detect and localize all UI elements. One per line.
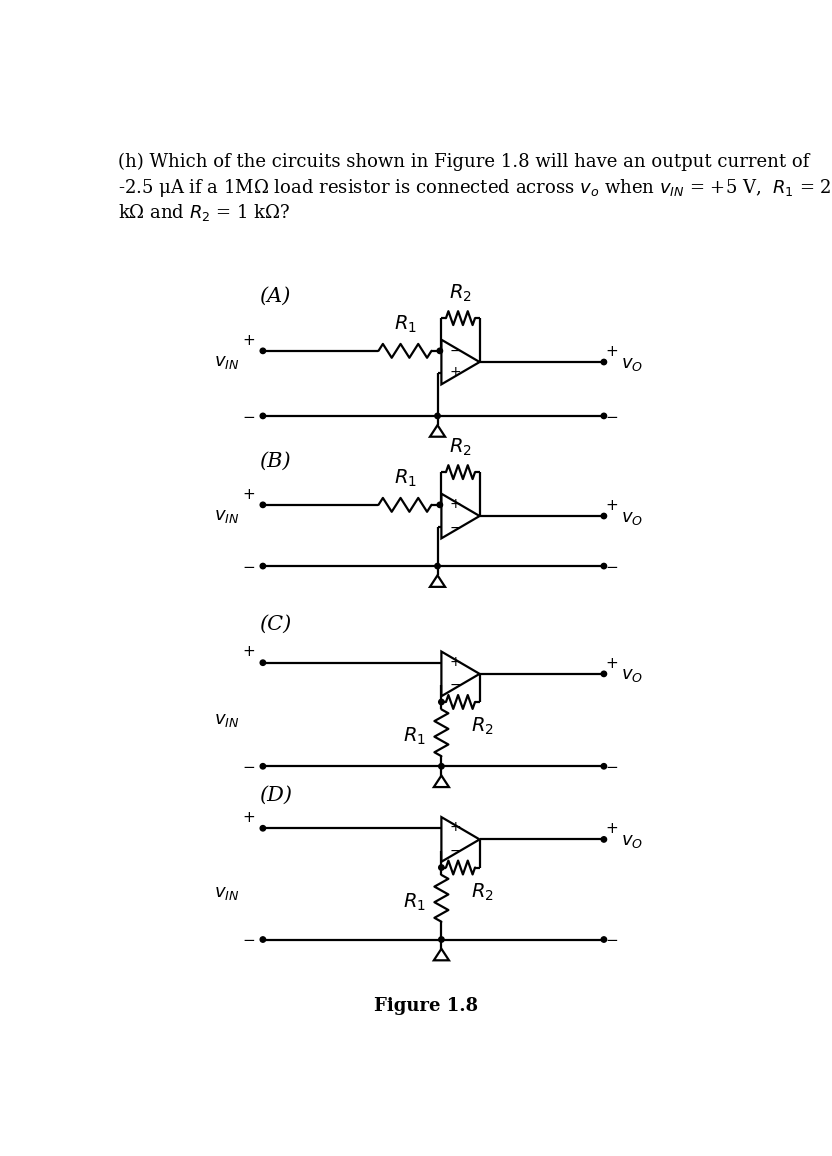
Circle shape	[602, 360, 607, 364]
Text: $-$: $-$	[242, 408, 255, 423]
Text: $v_{IN}$: $v_{IN}$	[214, 506, 240, 525]
Text: $R_1$: $R_1$	[403, 726, 426, 747]
Text: $+$: $+$	[242, 333, 255, 348]
Text: $-$: $-$	[242, 558, 255, 573]
Circle shape	[435, 563, 440, 569]
Text: $v_{IN}$: $v_{IN}$	[214, 353, 240, 371]
Circle shape	[260, 348, 265, 354]
Text: $v_O$: $v_O$	[621, 666, 643, 684]
Circle shape	[260, 563, 265, 569]
Text: $R_1$: $R_1$	[403, 891, 426, 913]
Circle shape	[602, 672, 607, 676]
Circle shape	[602, 563, 607, 569]
Text: $+$: $+$	[449, 821, 461, 835]
Text: $v_O$: $v_O$	[621, 355, 643, 372]
Circle shape	[437, 502, 443, 507]
Text: $-$: $-$	[449, 843, 461, 857]
Text: $+$: $+$	[605, 343, 618, 358]
Circle shape	[260, 660, 265, 666]
Circle shape	[602, 837, 607, 842]
Circle shape	[260, 825, 265, 831]
Circle shape	[435, 413, 440, 418]
Text: $-$: $-$	[449, 519, 461, 533]
Text: $-$: $-$	[605, 408, 618, 423]
Text: Figure 1.8: Figure 1.8	[374, 998, 478, 1015]
Text: $R_1$: $R_1$	[394, 314, 417, 335]
Text: $R_2$: $R_2$	[471, 716, 493, 738]
Text: $v_O$: $v_O$	[621, 509, 643, 527]
Circle shape	[260, 936, 265, 942]
Text: (B): (B)	[259, 452, 290, 472]
Text: $+$: $+$	[449, 497, 461, 511]
Text: $v_{IN}$: $v_{IN}$	[214, 884, 240, 903]
Text: $v_{IN}$: $v_{IN}$	[214, 711, 240, 729]
Text: (C): (C)	[259, 615, 291, 633]
Text: (D): (D)	[259, 786, 292, 805]
Circle shape	[602, 764, 607, 769]
Text: -2.5 μA if a 1MΩ load resistor is connected across $v_o$ when $v_{IN}$ = +5 V,  : -2.5 μA if a 1MΩ load resistor is connec…	[118, 177, 831, 199]
Circle shape	[260, 502, 265, 507]
Circle shape	[438, 936, 444, 942]
Text: $+$: $+$	[605, 655, 618, 670]
Text: (h) Which of the circuits shown in Figure 1.8 will have an output current of: (h) Which of the circuits shown in Figur…	[118, 153, 810, 171]
Circle shape	[260, 764, 265, 769]
Text: $R_2$: $R_2$	[449, 437, 472, 458]
Text: $-$: $-$	[242, 758, 255, 773]
Text: $+$: $+$	[605, 821, 618, 836]
Text: $R_1$: $R_1$	[394, 468, 417, 489]
Text: $+$: $+$	[449, 365, 461, 379]
Text: $+$: $+$	[605, 498, 618, 513]
Text: $R_2$: $R_2$	[471, 881, 493, 903]
Text: $+$: $+$	[242, 487, 255, 502]
Text: $v_O$: $v_O$	[621, 832, 643, 850]
Text: (A): (A)	[259, 287, 290, 305]
Text: $+$: $+$	[449, 655, 461, 669]
Text: $+$: $+$	[242, 810, 255, 825]
Text: $-$: $-$	[605, 758, 618, 773]
Circle shape	[602, 413, 607, 418]
Circle shape	[437, 348, 443, 354]
Text: $-$: $-$	[449, 677, 461, 691]
Text: $R_2$: $R_2$	[449, 283, 472, 304]
Circle shape	[438, 764, 444, 769]
Circle shape	[438, 699, 444, 705]
Text: $+$: $+$	[242, 644, 255, 659]
Circle shape	[260, 413, 265, 418]
Circle shape	[602, 936, 607, 942]
Text: kΩ and $R_2$ = 1 kΩ?: kΩ and $R_2$ = 1 kΩ?	[118, 202, 290, 223]
Text: $-$: $-$	[605, 558, 618, 573]
Text: $-$: $-$	[449, 343, 461, 357]
Circle shape	[602, 513, 607, 519]
Circle shape	[438, 865, 444, 870]
Text: $-$: $-$	[605, 932, 618, 947]
Text: $-$: $-$	[242, 932, 255, 947]
